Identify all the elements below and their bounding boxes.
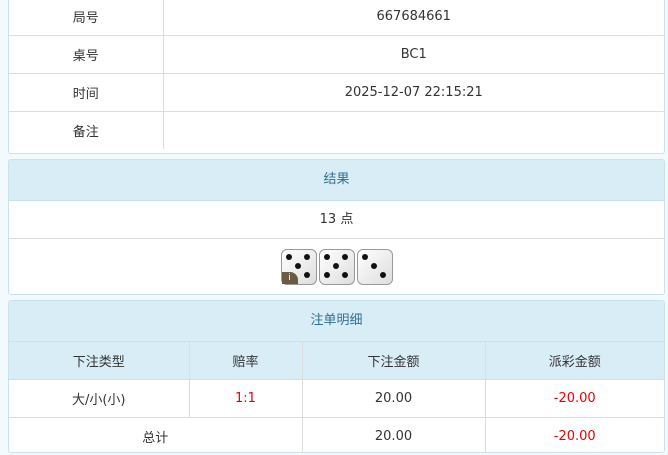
- row-round-id: 局号 667684661: [9, 0, 664, 36]
- result-points: 13 点: [9, 201, 664, 239]
- pip: [294, 262, 301, 269]
- pip: [303, 271, 310, 278]
- pip: [341, 271, 348, 278]
- info-icon[interactable]: i: [281, 271, 298, 284]
- pip: [379, 271, 386, 278]
- result-title: 结果: [9, 160, 664, 201]
- time: 2025-12-07 22:15:21: [162, 73, 664, 112]
- total-label: 总计: [9, 417, 303, 452]
- pip: [370, 262, 377, 269]
- total-amount: 20.00: [301, 417, 486, 452]
- die-5-icon: i: [280, 248, 317, 285]
- payout: -20.00: [484, 379, 664, 418]
- col-amount: 下注金额: [301, 342, 486, 380]
- label: 时间: [9, 73, 164, 112]
- row-remark: 备注: [9, 111, 664, 149]
- total-row: 总计 20.00 -20.00: [9, 417, 664, 452]
- pip: [285, 253, 292, 260]
- row-time: 时间 2025-12-07 22:15:21: [9, 73, 664, 112]
- table-id: BC1: [162, 35, 664, 74]
- col-odds: 赔率: [188, 342, 303, 380]
- pip: [341, 253, 348, 260]
- pip: [323, 253, 330, 260]
- bet-detail-title: 注单明细: [9, 301, 664, 342]
- die-3-icon: [356, 248, 393, 285]
- round-info-panel: 局号 667684661 桌号 BC1 时间 2025-12-07 22:15:21 …: [8, 0, 665, 154]
- bet-detail-panel: 注单明细 下注类型 赔率 下注金额 派彩金额 大/小(小) 1:1 20.00 …: [8, 300, 665, 453]
- remark: [162, 111, 664, 149]
- odds: 1:1: [188, 379, 303, 418]
- bet-type: 大/小(小): [9, 379, 190, 418]
- dice-row: i: [9, 239, 664, 294]
- table-header: 下注类型 赔率 下注金额 派彩金额: [9, 342, 664, 380]
- total-payout: -20.00: [484, 417, 664, 452]
- die-5-icon: [318, 248, 355, 285]
- label: 局号: [9, 0, 164, 36]
- pip: [361, 253, 368, 260]
- table-row: 大/小(小) 1:1 20.00 -20.00: [9, 379, 664, 418]
- label: 桌号: [9, 35, 164, 74]
- amount: 20.00: [301, 379, 486, 418]
- col-payout: 派彩金额: [484, 342, 664, 380]
- pip: [303, 253, 310, 260]
- pip: [323, 271, 330, 278]
- round-id: 667684661: [162, 0, 664, 36]
- col-bet-type: 下注类型: [9, 342, 190, 380]
- label: 备注: [9, 111, 164, 149]
- result-panel: 结果 13 点 i: [8, 159, 665, 295]
- row-table: 桌号 BC1: [9, 35, 664, 74]
- pip: [332, 262, 339, 269]
